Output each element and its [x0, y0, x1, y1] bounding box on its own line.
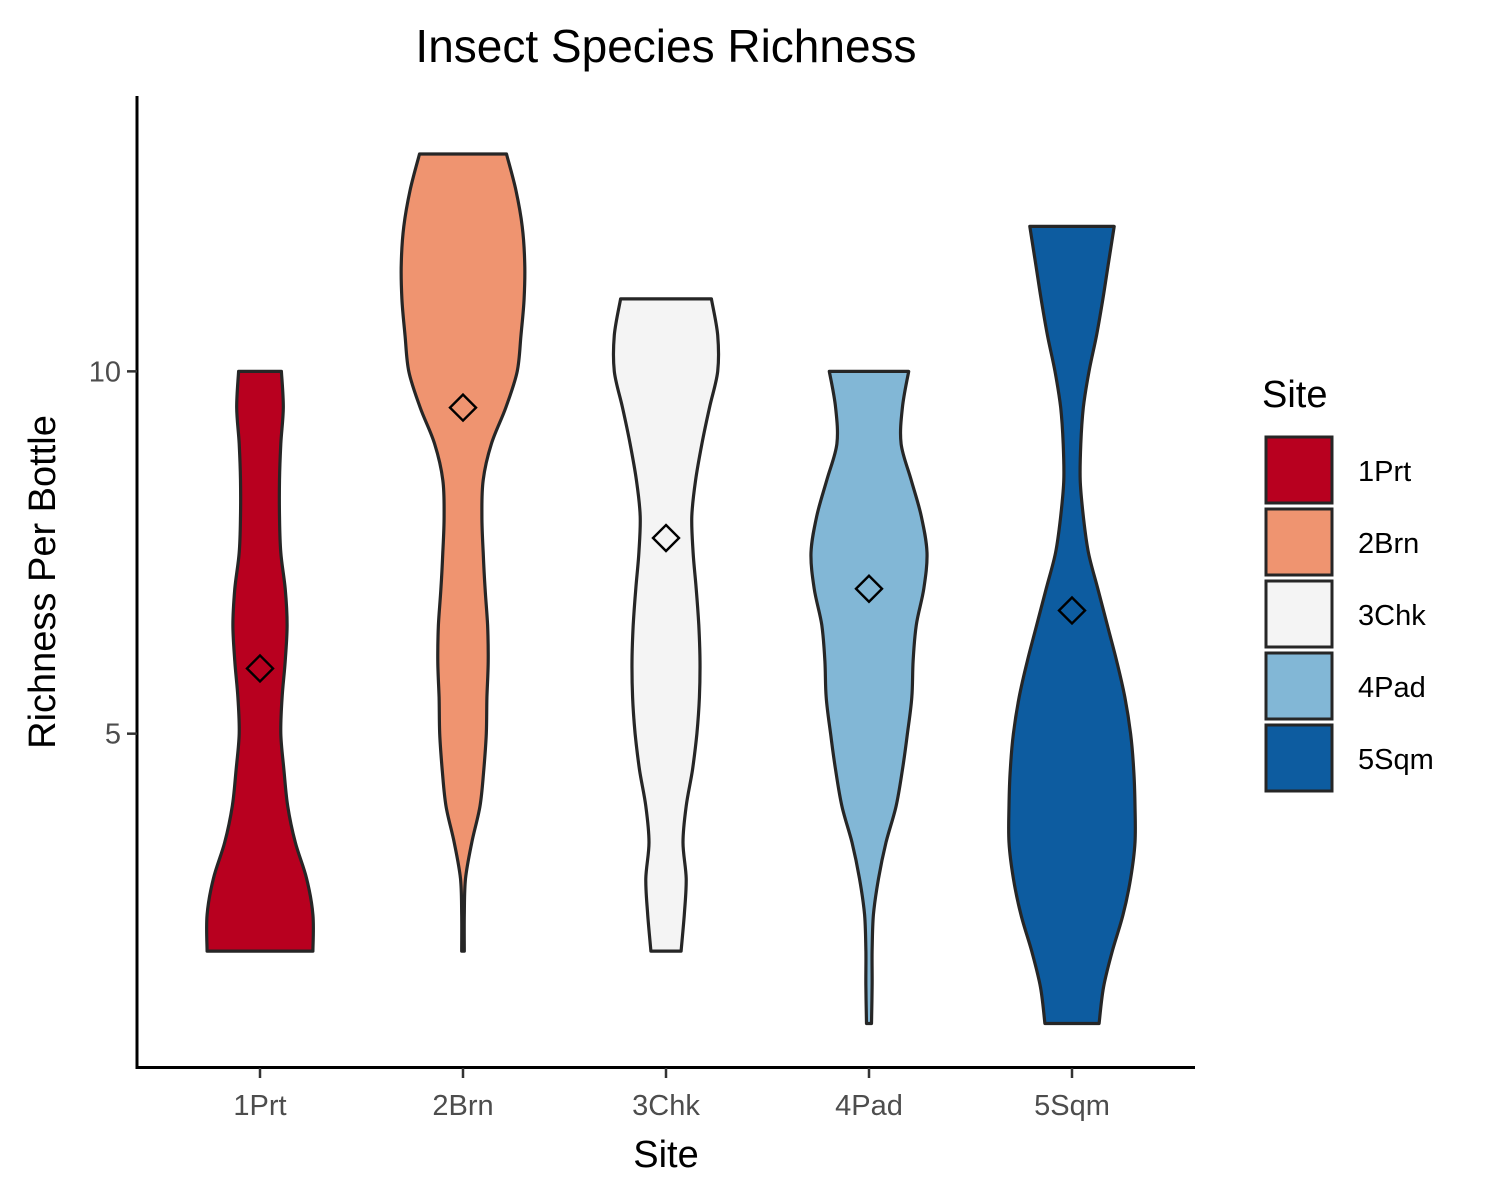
legend-label-3Chk: 3Chk — [1358, 600, 1426, 632]
legend-swatch-4Pad — [1264, 651, 1334, 721]
legend-label-5Sqm: 5Sqm — [1358, 744, 1434, 776]
legend-label-4Pad: 4Pad — [1358, 672, 1426, 704]
mean-markers — [245, 392, 1087, 684]
x-tick-label-3Chk: 3Chk — [632, 1090, 700, 1122]
legend-title: Site — [1262, 374, 1327, 416]
x-tick-label-1Prt: 1Prt — [233, 1090, 286, 1122]
violin-group — [205, 152, 1137, 1026]
legend-label-2Brn: 2Brn — [1358, 528, 1419, 560]
violin-4Pad — [809, 369, 929, 1026]
legend-label-1Prt: 1Prt — [1358, 456, 1411, 488]
y-axis-title: Richness Per Bottle — [22, 415, 64, 749]
x-tick-label-5Sqm: 5Sqm — [1034, 1090, 1110, 1122]
violin-2Brn — [399, 152, 527, 953]
mean-marker-4Pad — [854, 574, 884, 604]
y-ticks: 5 10 — [89, 356, 137, 751]
y-tick-label-5: 5 — [105, 719, 121, 751]
x-axis-title: Site — [633, 1134, 698, 1176]
legend-swatch-5Sqm — [1264, 723, 1334, 793]
x-tick-label-2Brn: 2Brn — [432, 1090, 493, 1122]
violin-3Chk — [611, 297, 721, 953]
x-tick-label-4Pad: 4Pad — [835, 1090, 903, 1122]
legend-swatch-2Brn — [1264, 507, 1334, 577]
mean-marker-5Sqm — [1057, 595, 1087, 626]
x-ticks: 1Prt 2Brn 3Chk 4Pad 5Sqm — [233, 1068, 1110, 1122]
legend-swatch-1Prt — [1264, 435, 1334, 505]
mean-marker-2Brn — [448, 392, 478, 423]
y-tick-label-10: 10 — [89, 356, 121, 388]
violin-1Prt — [205, 369, 315, 953]
mean-marker-3Chk — [651, 523, 681, 553]
chart-title: Insect Species Richness — [415, 20, 916, 72]
legend-swatch-3Chk — [1264, 579, 1334, 649]
mean-marker-1Prt — [245, 653, 275, 684]
legend: Site 1Prt 2Brn 3Chk 4Pad 5Sqm — [1262, 374, 1434, 793]
